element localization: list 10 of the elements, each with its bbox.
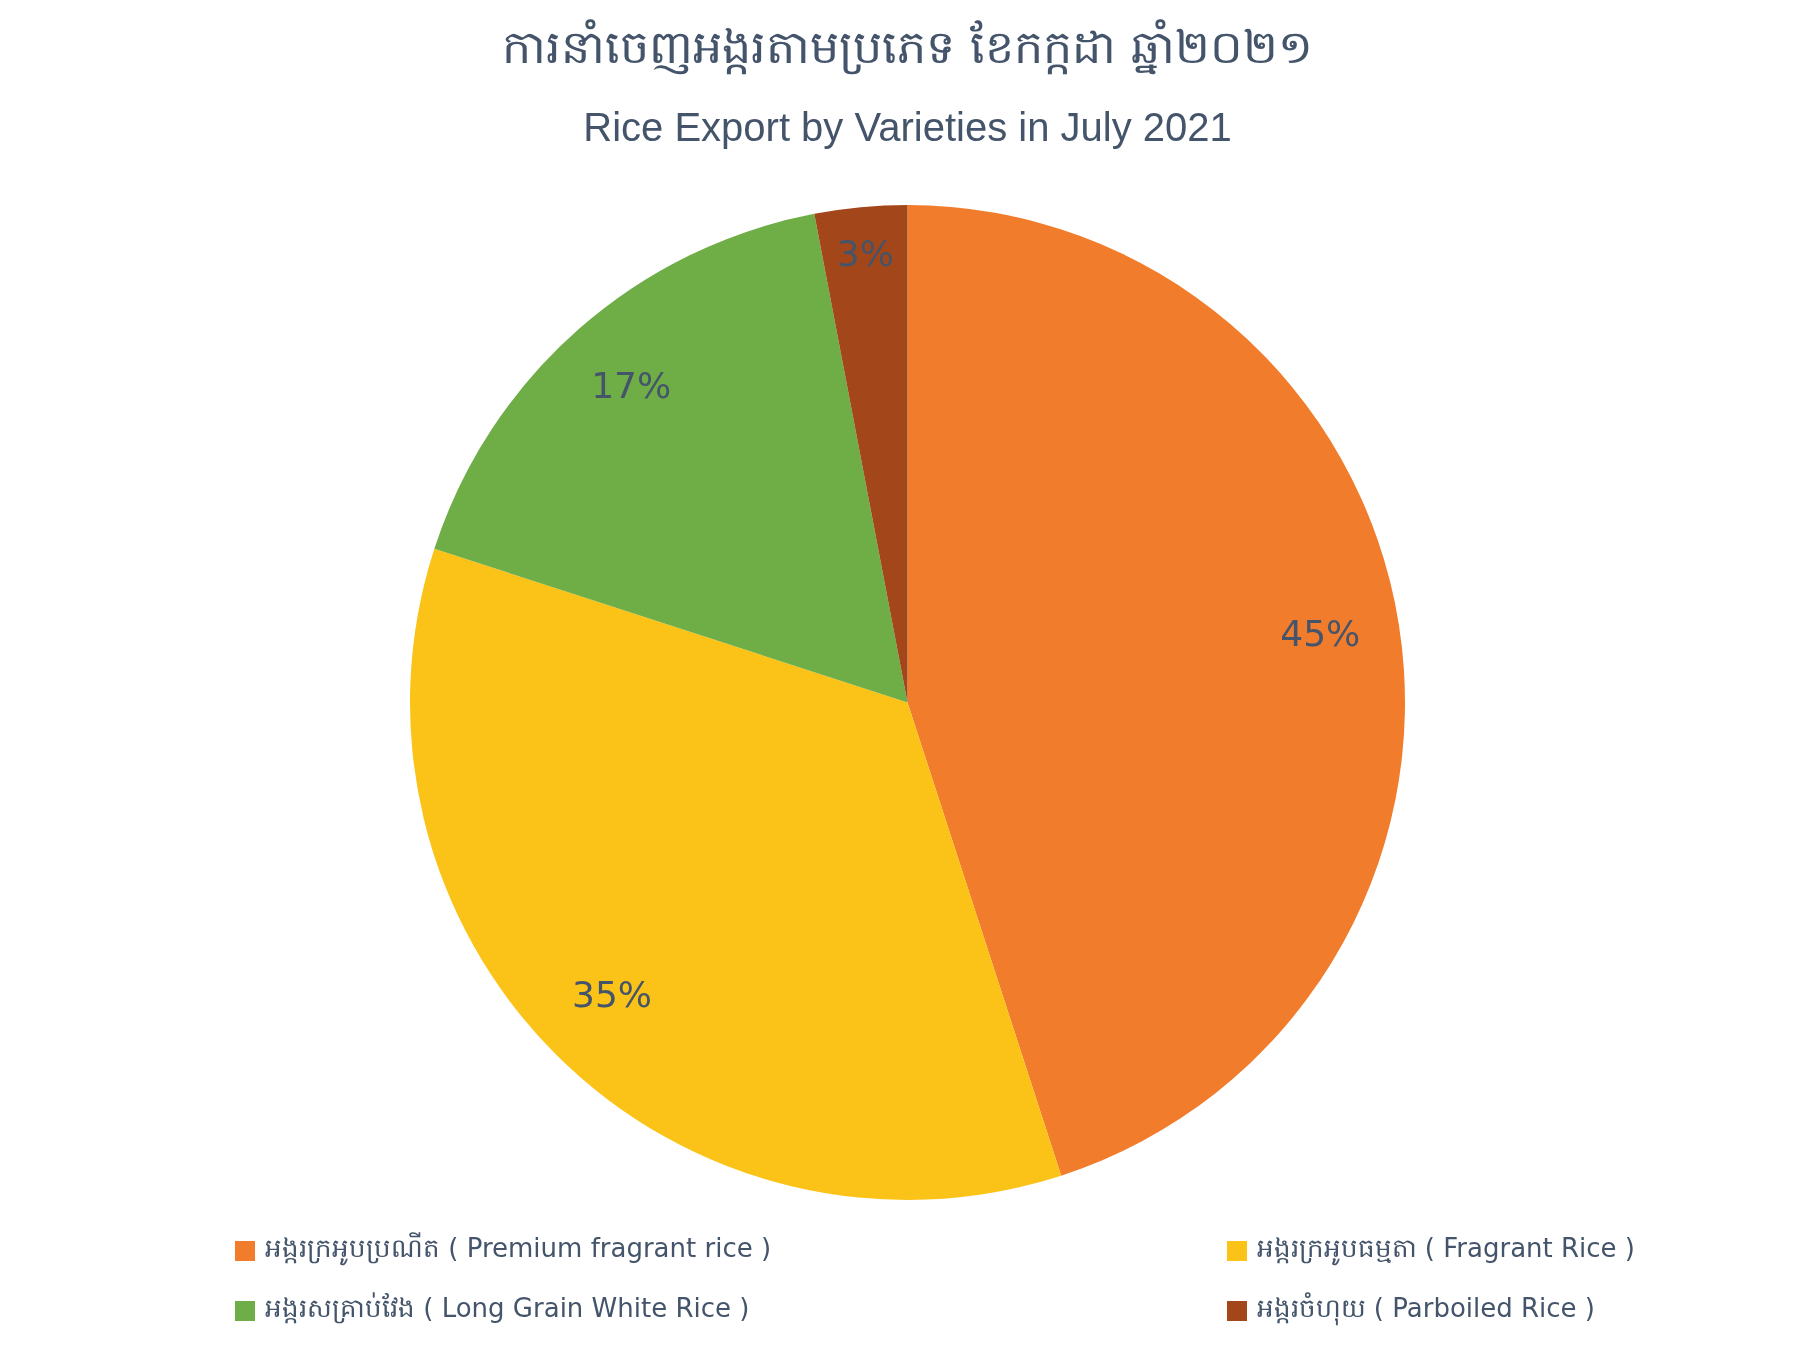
legend-label: អង្ករសគ្រាប់វែង ( Long Grain White Rice ) [265, 1292, 750, 1326]
chart-subtitle: Rice Export by Varieties in July 2021 [582, 105, 1233, 150]
data-label: 17% [591, 365, 672, 407]
legend-label: អង្ករក្រអូបប្រណីត ( Premium fragrant rice ) [265, 1232, 772, 1268]
legend-label: អង្ករក្រអូបធម្មតា ( Fragrant Rice ) [1256, 1232, 1635, 1268]
data-label: 35% [571, 974, 653, 1016]
data-label: 45% [1280, 613, 1361, 655]
data-label: 3% [836, 233, 894, 275]
legend-label: អង្ករចំហុយ ( Parboiled Rice ) [1256, 1292, 1595, 1328]
chart-title: ការនាំចេញអង្ករតាមប្រភេទ ខែកក្កដា ឆ្នាំ២០២១ [501, 18, 1314, 77]
